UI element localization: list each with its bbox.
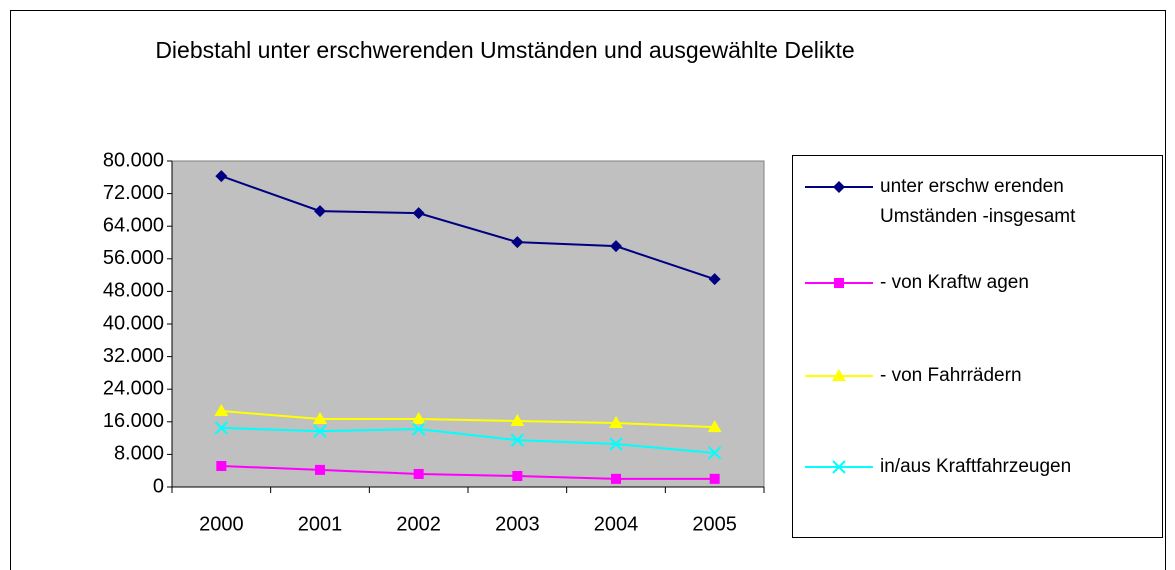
x-tick-label: 2000 [199,513,244,535]
y-tick-label: 48.000 [103,280,164,302]
marker [313,424,327,438]
marker [411,411,426,424]
marker [214,421,229,435]
marker [609,416,623,429]
series-line [221,465,715,480]
legend-box [792,155,1163,538]
marker [707,446,722,460]
legend-label: in/aus Kraftfahrzeugen [880,456,1072,477]
marker [314,205,326,218]
x-tick-label: 2005 [692,513,737,535]
y-tick-label: 32.000 [103,345,164,367]
series-line [221,410,715,429]
y-tick-label: 40.000 [103,312,164,334]
marker [610,240,622,253]
legend-label: unter erschw erenden Umständen -insgesam… [880,176,1076,227]
x-tick-label: 2002 [396,513,441,535]
marker [832,460,846,474]
x-tick-label: 2003 [495,513,540,535]
series-line [220,175,715,281]
marker [511,236,524,249]
y-tick-label: 80.000 [103,149,164,171]
plot-area [171,160,765,488]
marker [215,170,228,183]
marker [510,413,525,426]
marker [411,422,426,436]
x-tick-label: 2001 [298,513,343,535]
marker [611,473,621,484]
marker [315,464,325,475]
legend-label: - von Fahrrädern [880,365,1022,386]
marker [708,273,721,286]
series-line [221,426,715,454]
y-tick-label: 64.000 [103,214,164,236]
y-tick-label: 56.000 [103,247,164,269]
marker [832,369,846,381]
y-tick-label: 24.000 [103,377,164,399]
marker [313,411,327,424]
marker [609,437,623,451]
marker [834,278,844,288]
marker [833,181,845,193]
marker [512,470,523,481]
chart-title: Diebstahl unter erschwerenden Umständen … [155,37,855,63]
marker [510,433,525,447]
marker [413,468,424,479]
y-tick-label: 8.000 [114,443,164,465]
y-tick-label: 72.000 [103,182,164,204]
legend-label: - von Kraftw agen [880,272,1029,293]
marker [709,473,720,484]
marker [214,404,229,417]
y-tick-label: 0 [153,475,164,497]
x-tick-label: 2004 [594,513,639,535]
marker [412,207,425,220]
marker [707,420,722,433]
y-tick-label: 16.000 [103,410,164,432]
marker [216,461,227,472]
